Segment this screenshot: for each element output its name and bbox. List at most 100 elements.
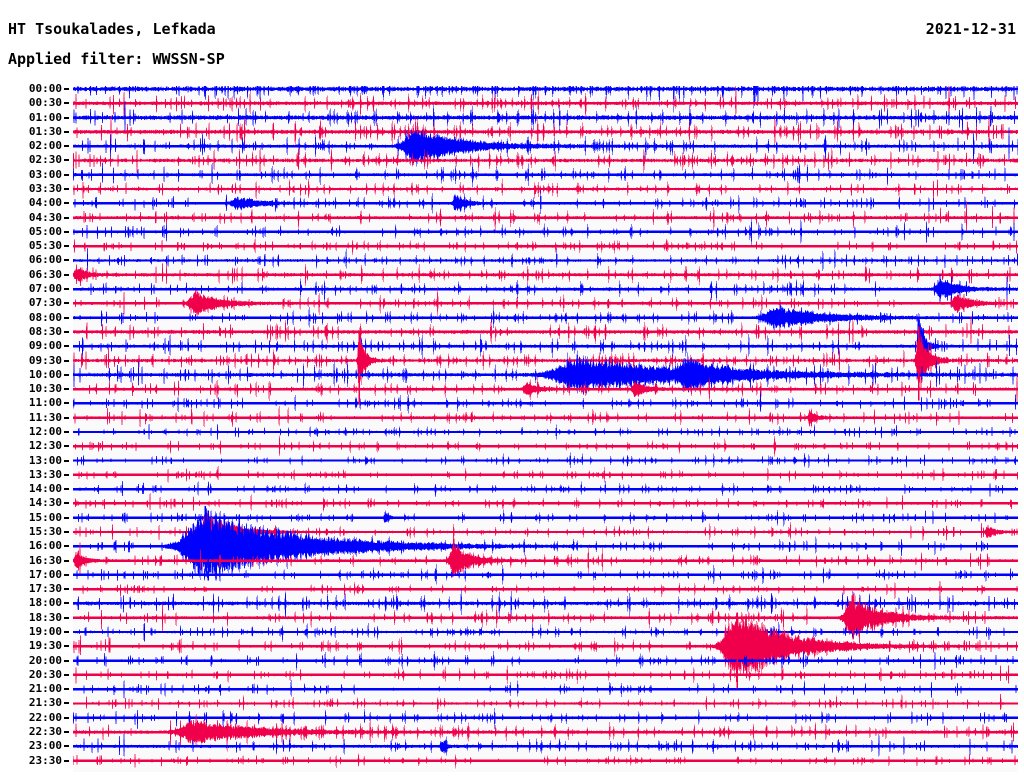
event-clipped-spike xyxy=(453,538,455,575)
trace-baseline xyxy=(73,473,1018,477)
trace-baseline xyxy=(73,216,1018,219)
time-tick xyxy=(64,673,69,676)
time-label: 09:30 xyxy=(28,353,62,367)
time-tick xyxy=(64,688,69,691)
time-label: 22:00 xyxy=(28,710,62,724)
time-label: 11:30 xyxy=(28,410,62,424)
trace-baseline xyxy=(73,673,1018,677)
time-tick xyxy=(64,759,69,762)
time-label: 05:30 xyxy=(28,239,62,253)
time-label: 01:30 xyxy=(28,124,62,138)
time-tick xyxy=(64,116,69,119)
time-label: 16:30 xyxy=(28,553,62,567)
time-tick xyxy=(64,88,69,90)
filter-label: Applied filter: WWSSN-SP xyxy=(8,50,225,68)
time-tick xyxy=(64,588,69,591)
trace-baseline xyxy=(73,573,1018,577)
trace-baseline xyxy=(73,230,1018,234)
time-label: 03:30 xyxy=(28,182,62,196)
time-label: 23:30 xyxy=(28,753,62,767)
trace-baseline xyxy=(73,330,1018,334)
trace-baseline xyxy=(73,716,1018,719)
trace-baseline xyxy=(73,530,1018,534)
event-clipped-spike xyxy=(917,332,920,377)
event-clipped-spike xyxy=(204,505,207,542)
time-tick xyxy=(64,545,69,548)
time-tick xyxy=(64,530,69,533)
time-label: 04:30 xyxy=(28,210,62,224)
time-tick xyxy=(64,345,69,348)
time-label: 14:00 xyxy=(28,482,62,496)
time-label: 15:30 xyxy=(28,524,62,538)
time-tick xyxy=(64,573,69,576)
time-label: 16:00 xyxy=(28,539,62,553)
trace-row xyxy=(73,733,1018,757)
record-date: 2021-12-31 xyxy=(925,20,1016,38)
time-label: 21:00 xyxy=(28,682,62,696)
time-label: 19:30 xyxy=(28,639,62,653)
trace-baseline xyxy=(73,502,1018,505)
time-tick xyxy=(64,159,69,162)
event-clipped-spike xyxy=(207,510,209,581)
time-label: 03:00 xyxy=(28,167,62,181)
time-tick xyxy=(64,145,69,148)
time-tick xyxy=(64,288,69,291)
time-tick xyxy=(64,245,69,248)
time-label: 13:00 xyxy=(28,453,62,467)
trace-baseline xyxy=(73,273,1018,276)
trace-baseline xyxy=(73,187,1018,191)
time-label: 23:00 xyxy=(28,739,62,753)
time-label: 11:00 xyxy=(28,396,62,410)
time-tick xyxy=(64,130,69,133)
time-tick xyxy=(64,388,69,391)
time-label: 17:00 xyxy=(28,567,62,581)
time-tick xyxy=(64,473,69,476)
time-tick xyxy=(64,516,69,519)
time-tick xyxy=(64,430,69,433)
time-tick xyxy=(64,445,69,448)
time-label: 10:00 xyxy=(28,367,62,381)
time-tick xyxy=(64,202,69,205)
trace-baseline xyxy=(73,516,1018,519)
trace-baseline xyxy=(73,702,1018,705)
time-tick xyxy=(64,731,69,734)
event-clipped-spike xyxy=(736,612,739,689)
trace-baseline xyxy=(73,687,1018,691)
trace-baseline xyxy=(73,587,1018,591)
time-label: 07:30 xyxy=(28,296,62,310)
trace-baseline xyxy=(73,359,1018,362)
time-label: 01:00 xyxy=(28,110,62,124)
trace-baseline xyxy=(73,445,1018,448)
time-label: 05:00 xyxy=(28,224,62,238)
trace-baseline xyxy=(73,202,1018,205)
time-label: 06:30 xyxy=(28,267,62,281)
event-clipped-spike xyxy=(851,595,854,634)
time-tick xyxy=(64,373,69,376)
page-title: HT Tsoukalades, Lefkada xyxy=(8,20,216,38)
time-label: 21:30 xyxy=(28,696,62,710)
trace-baseline xyxy=(73,645,1018,648)
trace-baseline xyxy=(73,144,1018,148)
time-label: 12:30 xyxy=(28,439,62,453)
time-label: 18:30 xyxy=(28,610,62,624)
time-label: 20:30 xyxy=(28,667,62,681)
trace-baseline xyxy=(73,244,1018,248)
trace-baseline xyxy=(73,173,1018,176)
trace-baseline xyxy=(73,659,1018,662)
trace-baseline xyxy=(73,316,1018,319)
time-label: 18:00 xyxy=(28,596,62,610)
trace-baseline xyxy=(73,559,1018,562)
time-label: 22:30 xyxy=(28,725,62,739)
trace-row xyxy=(73,508,1018,582)
time-tick xyxy=(64,459,69,462)
time-tick xyxy=(64,716,69,719)
time-tick xyxy=(64,216,69,219)
time-tick xyxy=(64,602,69,605)
time-tick xyxy=(64,316,69,319)
time-label: 07:00 xyxy=(28,282,62,296)
time-label: 09:00 xyxy=(28,339,62,353)
time-tick xyxy=(64,616,69,619)
time-label: 06:00 xyxy=(28,253,62,267)
trace-baseline xyxy=(73,430,1018,434)
